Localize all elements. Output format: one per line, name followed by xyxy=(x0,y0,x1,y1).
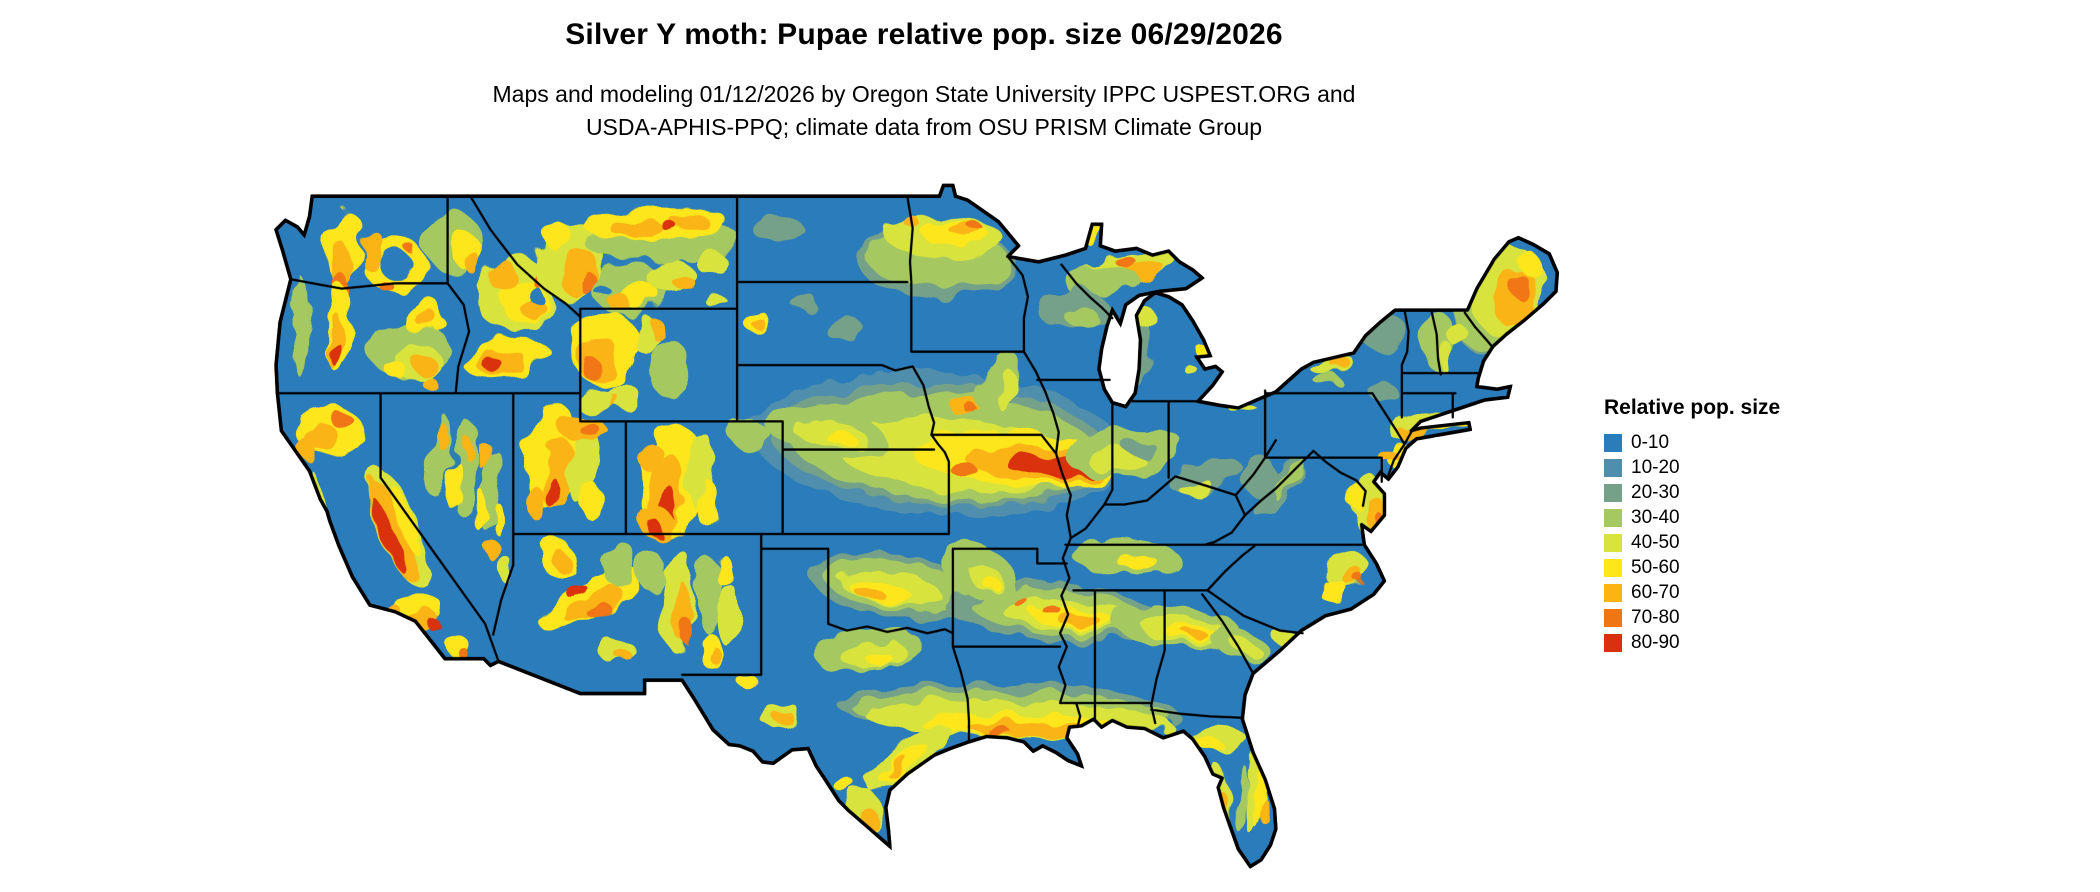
legend-swatch-80-90 xyxy=(1604,633,1622,652)
legend-row: 70-80 xyxy=(1604,605,1780,630)
legend-row: 40-50 xyxy=(1604,530,1780,555)
legend-label-10-20: 10-20 xyxy=(1631,456,1680,478)
legend-swatch-40-50 xyxy=(1604,533,1622,552)
legend-label-70-80: 70-80 xyxy=(1631,606,1680,628)
legend-label-60-70: 60-70 xyxy=(1631,581,1680,603)
legend-swatch-50-60 xyxy=(1604,558,1622,577)
legend-row: 0-10 xyxy=(1604,430,1780,455)
legend-label-30-40: 30-40 xyxy=(1631,506,1680,528)
legend-row: 50-60 xyxy=(1604,555,1780,580)
subtitle-line-2: USDA-APHIS-PPQ; climate data from OSU PR… xyxy=(585,114,1263,140)
legend-row: 30-40 xyxy=(1604,505,1780,530)
legend-row: 80-90 xyxy=(1604,630,1780,655)
header: Silver Y moth: Pupae relative pop. size … xyxy=(0,18,1848,144)
legend-label-50-60: 50-60 xyxy=(1631,556,1680,578)
legend-row: 10-20 xyxy=(1604,455,1780,480)
us-outline xyxy=(274,183,1559,869)
legend-label-20-30: 20-30 xyxy=(1631,481,1680,503)
legend-row: 60-70 xyxy=(1604,580,1780,605)
legend-swatch-0-10 xyxy=(1604,433,1622,452)
legend-swatch-60-70 xyxy=(1604,583,1622,602)
legend-swatch-30-40 xyxy=(1604,508,1622,527)
legend-swatch-20-30 xyxy=(1604,483,1622,502)
subtitle-line-1: Maps and modeling 01/12/2026 by Oregon S… xyxy=(492,81,1356,107)
us-map xyxy=(268,168,1568,892)
state-borders xyxy=(276,195,1495,743)
legend-label-0-10: 0-10 xyxy=(1631,431,1670,453)
legend-swatch-10-20 xyxy=(1604,458,1622,477)
population-raster xyxy=(293,206,1544,839)
legend-swatch-70-80 xyxy=(1604,608,1622,627)
legend-title: Relative pop. size xyxy=(1604,396,1781,419)
legend: Relative pop. size 0-10 10-20 20-30 30-4… xyxy=(1604,396,1780,655)
us-map-svg xyxy=(274,183,1559,869)
legend-label-80-90: 80-90 xyxy=(1631,631,1680,653)
legend-label-40-50: 40-50 xyxy=(1631,531,1680,553)
legend-row: 20-30 xyxy=(1604,480,1780,505)
page-title: Silver Y moth: Pupae relative pop. size … xyxy=(565,18,1283,51)
